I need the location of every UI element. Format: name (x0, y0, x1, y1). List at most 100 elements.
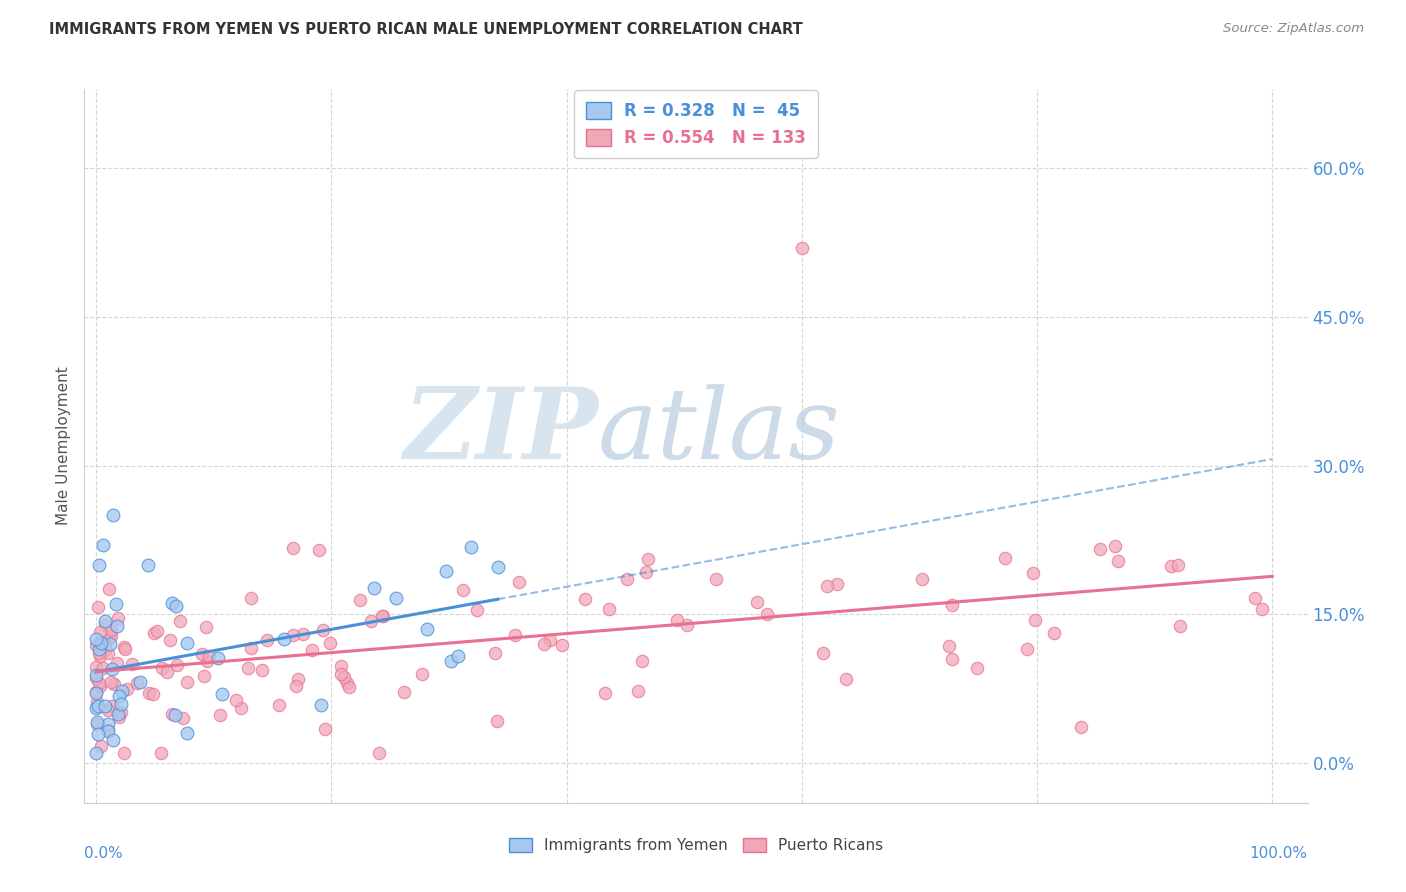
Text: 100.0%: 100.0% (1250, 846, 1308, 861)
Point (84, 638, 107, 652)
Point (100, 623, 122, 637)
Point (105, 657, 128, 671)
Point (486, 559, 509, 574)
Point (225, 693, 247, 707)
Point (97, 716, 120, 731)
Point (595, 686, 617, 700)
Point (371, 609, 394, 624)
Point (84, 746, 107, 760)
Point (273, 632, 295, 646)
Point (138, 686, 160, 700)
Text: atlas: atlas (598, 384, 841, 479)
Point (86, 717, 108, 731)
Point (314, 722, 336, 736)
Point (97, 724, 120, 739)
Point (392, 685, 415, 699)
Point (84, 685, 107, 699)
Point (87, 646, 110, 660)
Point (484, 647, 506, 661)
Point (104, 597, 127, 611)
Point (112, 746, 135, 760)
Point (1043, 625, 1066, 640)
Point (176, 635, 198, 649)
Point (815, 579, 838, 593)
Point (110, 705, 132, 719)
Point (309, 698, 332, 712)
Point (333, 670, 356, 684)
Point (574, 591, 596, 606)
Legend: Immigrants from Yemen, Puerto Ricans: Immigrants from Yemen, Puerto Ricans (502, 832, 890, 859)
Point (486, 714, 509, 728)
Point (250, 663, 273, 677)
Point (90, 739, 112, 753)
Point (239, 641, 262, 656)
Point (117, 682, 139, 697)
Point (1170, 619, 1192, 633)
Text: 0.0%: 0.0% (84, 846, 124, 861)
Point (208, 708, 231, 723)
Point (631, 654, 654, 668)
Point (434, 565, 457, 579)
Point (191, 647, 214, 661)
Point (159, 632, 181, 647)
Point (107, 618, 129, 632)
Point (704, 572, 727, 586)
Point (287, 672, 309, 686)
Point (966, 661, 988, 675)
Point (87, 698, 110, 713)
Point (108, 690, 131, 704)
Point (193, 668, 215, 682)
Point (98, 631, 121, 645)
Point (195, 654, 218, 668)
Point (1015, 641, 1038, 656)
Point (112, 640, 135, 654)
Point (363, 581, 385, 595)
Point (160, 706, 183, 721)
Point (86, 632, 108, 646)
Point (1160, 559, 1182, 574)
Point (453, 582, 475, 597)
Point (84, 671, 107, 685)
Point (439, 654, 461, 668)
Point (84, 668, 107, 682)
Text: ZIP: ZIP (404, 384, 598, 480)
Point (415, 622, 437, 636)
Point (87, 600, 110, 615)
Point (101, 733, 124, 747)
Point (142, 626, 165, 640)
Point (1090, 542, 1112, 557)
Point (676, 618, 699, 632)
Point (91, 538, 114, 552)
Point (1243, 591, 1265, 606)
Point (411, 667, 433, 681)
Point (292, 626, 315, 640)
Text: Source: ZipAtlas.com: Source: ZipAtlas.com (1223, 22, 1364, 36)
Point (941, 652, 963, 666)
Point (107, 611, 129, 625)
Point (94, 617, 117, 632)
Point (281, 627, 304, 641)
Point (87, 675, 110, 690)
Point (637, 552, 659, 566)
Point (267, 698, 290, 713)
Point (97, 703, 120, 717)
Point (94, 638, 117, 652)
Point (236, 661, 259, 675)
Point (834, 673, 856, 687)
Point (465, 603, 488, 617)
Point (1104, 539, 1126, 553)
Point (127, 676, 149, 690)
Point (1167, 558, 1189, 573)
Point (176, 674, 198, 689)
Point (165, 599, 187, 613)
Point (911, 572, 934, 586)
Point (108, 710, 131, 724)
Point (349, 593, 371, 607)
Point (360, 615, 382, 629)
Point (103, 677, 125, 691)
Point (285, 679, 308, 693)
Point (319, 635, 342, 649)
Point (211, 688, 233, 702)
Point (538, 632, 561, 647)
Point (91, 661, 114, 675)
